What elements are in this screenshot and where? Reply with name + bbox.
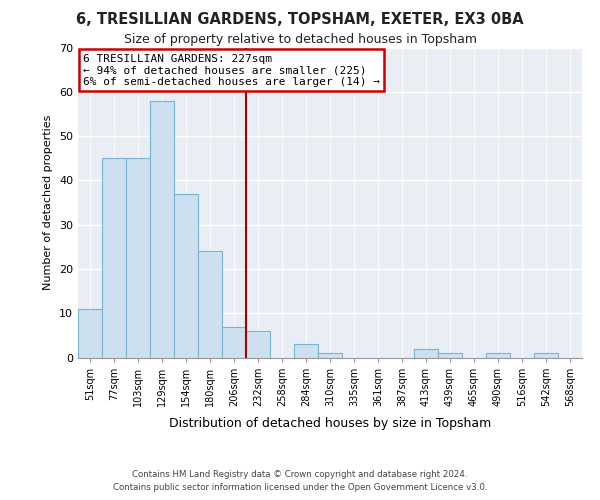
Bar <box>414 348 438 358</box>
Text: Size of property relative to detached houses in Topsham: Size of property relative to detached ho… <box>124 32 476 46</box>
Y-axis label: Number of detached properties: Number of detached properties <box>43 115 53 290</box>
Bar <box>150 100 174 358</box>
Text: 6 TRESILLIAN GARDENS: 227sqm
← 94% of detached houses are smaller (225)
6% of se: 6 TRESILLIAN GARDENS: 227sqm ← 94% of de… <box>83 54 380 87</box>
Text: Contains HM Land Registry data © Crown copyright and database right 2024.
Contai: Contains HM Land Registry data © Crown c… <box>113 470 487 492</box>
Bar <box>78 309 102 358</box>
Bar <box>102 158 126 358</box>
Bar <box>222 326 246 358</box>
Bar <box>486 353 510 358</box>
Bar <box>438 353 462 358</box>
Bar <box>198 251 222 358</box>
Bar <box>318 353 342 358</box>
Bar <box>174 194 198 358</box>
Bar <box>126 158 150 358</box>
Bar <box>534 353 558 358</box>
X-axis label: Distribution of detached houses by size in Topsham: Distribution of detached houses by size … <box>169 417 491 430</box>
Text: 6, TRESILLIAN GARDENS, TOPSHAM, EXETER, EX3 0BA: 6, TRESILLIAN GARDENS, TOPSHAM, EXETER, … <box>76 12 524 28</box>
Bar <box>294 344 318 358</box>
Bar <box>246 331 270 357</box>
